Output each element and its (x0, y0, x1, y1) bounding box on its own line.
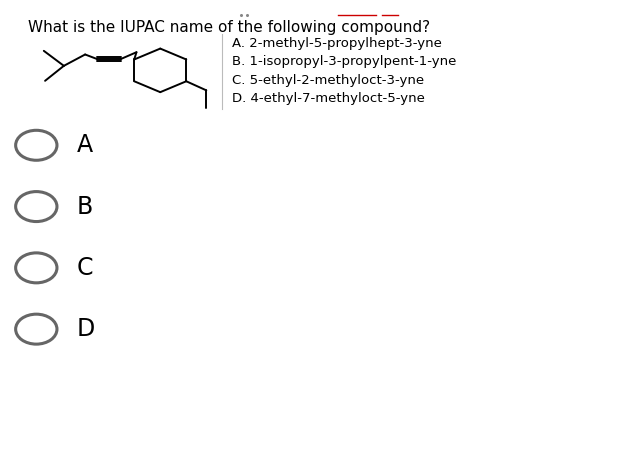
Text: B. 1-isopropyl-3-propylpent-1-yne: B. 1-isopropyl-3-propylpent-1-yne (232, 55, 456, 69)
Text: A. 2-methyl-5-propylhept-3-yne: A. 2-methyl-5-propylhept-3-yne (232, 37, 441, 50)
Text: A: A (77, 133, 93, 157)
Text: C: C (77, 256, 93, 280)
Text: D: D (77, 317, 95, 341)
Text: What is the IUPAC name of the following compound?: What is the IUPAC name of the following … (28, 20, 430, 35)
Text: D. 4-ethyl-7-methyloct-5-yne: D. 4-ethyl-7-methyloct-5-yne (232, 92, 424, 105)
Text: C. 5-ethyl-2-methyloct-3-yne: C. 5-ethyl-2-methyloct-3-yne (232, 74, 424, 87)
Text: B: B (77, 195, 93, 218)
